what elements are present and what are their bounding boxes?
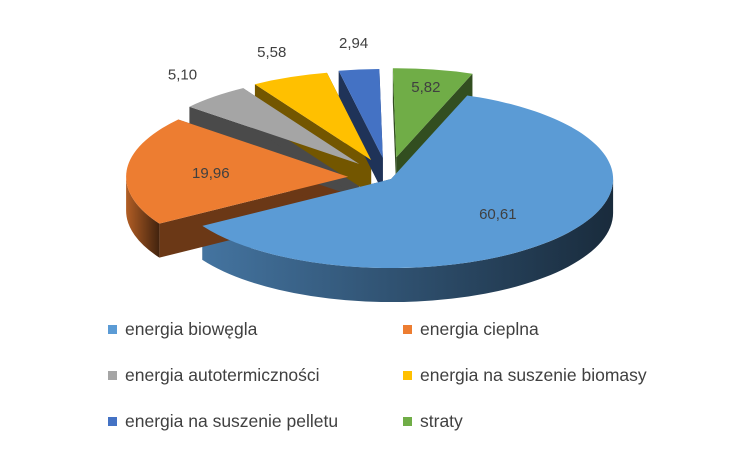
- slice-energia-biowęgla: [202, 95, 614, 269]
- pie-tops: [126, 68, 614, 269]
- slice-energia-na-suszenie-biomasy: [254, 72, 372, 161]
- slice-energia-autotermiczności: [189, 88, 360, 164]
- legend-swatch: [403, 324, 412, 334]
- legend-item: energia autotermiczności: [108, 358, 403, 392]
- data-label-energia-na-suszenie-biomasy: 5,58: [257, 44, 286, 61]
- legend-label: energia cieplna: [420, 318, 539, 339]
- legend-swatch: [108, 370, 117, 380]
- slice-wall-energia-biowęgla: [202, 179, 614, 303]
- legend-label: energia autotermiczności: [125, 364, 320, 385]
- chart-legend: energia biowęgla energia cieplna energia a…: [108, 312, 728, 438]
- data-label-energia-autotermiczności: 5,10: [168, 67, 197, 84]
- legend-label: energia na suszenie pelletu: [125, 410, 339, 431]
- data-label-straty: 5,82: [411, 79, 440, 96]
- legend-label: straty: [420, 410, 463, 431]
- legend-label: energia biowęgla: [125, 318, 258, 339]
- slice-energia-cieplna: [126, 119, 349, 224]
- legend-swatch: [108, 416, 117, 426]
- legend-item: energia na suszenie biomasy: [403, 358, 723, 392]
- slice-energia-na-suszenie-pelletu: [338, 68, 383, 158]
- slice-edge-straty-0: [392, 68, 397, 192]
- legend-item: straty: [403, 404, 723, 438]
- data-label-energia-biowęgla: 60,61: [479, 206, 517, 223]
- pie-labels: 60,61 19,96 5,10 5,58 2,94 5,82: [168, 35, 517, 223]
- slice-wall-energia-cieplna: [126, 176, 160, 258]
- legend-swatch: [108, 324, 117, 334]
- data-label-energia-na-suszenie-pelletu: 2,94: [339, 35, 368, 52]
- legend-swatch: [403, 416, 412, 426]
- legend-label: energia na suszenie biomasy: [420, 364, 647, 385]
- slice-straty: [392, 68, 473, 158]
- data-label-energia-cieplna: 19,96: [192, 165, 230, 182]
- legend-item: energia na suszenie pelletu: [108, 404, 403, 438]
- slice-edge-energia-na-suszenie-pelletu-0: [338, 70, 383, 192]
- legend-swatch: [403, 370, 412, 380]
- legend-item: energia cieplna: [403, 312, 723, 346]
- legend-item: energia biowęgla: [108, 312, 403, 346]
